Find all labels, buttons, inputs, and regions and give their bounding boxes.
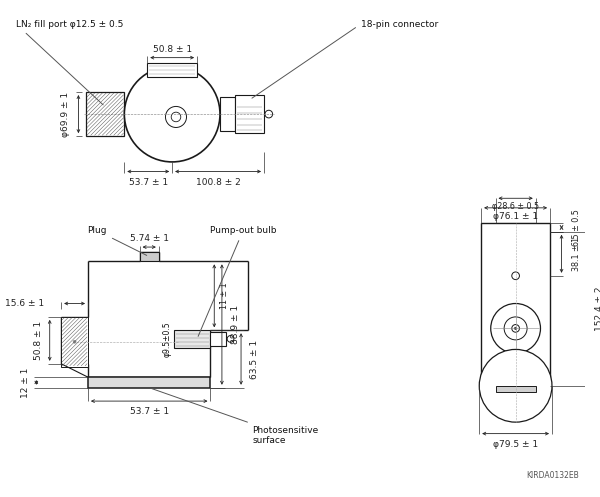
Text: 15.6 ± 1: 15.6 ± 1 xyxy=(5,299,44,308)
Text: 50.8 ± 1: 50.8 ± 1 xyxy=(152,46,192,55)
Text: 12 ± 1: 12 ± 1 xyxy=(21,367,30,398)
Circle shape xyxy=(227,335,234,342)
Text: 18-pin connector: 18-pin connector xyxy=(252,20,438,98)
Circle shape xyxy=(73,340,76,343)
Circle shape xyxy=(265,110,272,118)
Circle shape xyxy=(512,325,520,332)
Bar xyxy=(174,331,211,347)
Bar xyxy=(481,223,550,386)
Bar xyxy=(220,97,235,131)
Circle shape xyxy=(124,66,220,162)
Text: Pump-out bulb: Pump-out bulb xyxy=(198,226,276,336)
Text: 100.8 ± 2: 100.8 ± 2 xyxy=(196,177,241,186)
Circle shape xyxy=(504,317,527,340)
Text: 50.8 ± 1: 50.8 ± 1 xyxy=(34,321,43,360)
Bar xyxy=(86,92,124,136)
Text: φ69.9 ± 1: φ69.9 ± 1 xyxy=(61,91,70,137)
Bar xyxy=(496,223,536,232)
Text: 5.74 ± 1: 5.74 ± 1 xyxy=(130,234,169,243)
Text: Photosensitive
surface: Photosensitive surface xyxy=(152,389,319,445)
Text: 53.7 ± 1: 53.7 ± 1 xyxy=(130,407,169,416)
Text: 63.5 ± 1: 63.5 ± 1 xyxy=(250,339,259,379)
Circle shape xyxy=(166,106,187,128)
Bar xyxy=(140,252,159,261)
Text: 38.1 ± 1: 38.1 ± 1 xyxy=(572,237,581,271)
Bar xyxy=(235,95,264,133)
Text: 6.5 ± 0.5: 6.5 ± 0.5 xyxy=(572,209,581,246)
Circle shape xyxy=(479,349,552,422)
Text: Plug: Plug xyxy=(88,226,147,255)
Text: 11 ± 1: 11 ± 1 xyxy=(220,282,229,309)
Bar xyxy=(211,332,226,345)
Bar xyxy=(88,377,211,388)
Circle shape xyxy=(514,327,517,330)
Text: LN₂ fill port φ12.5 ± 0.5: LN₂ fill port φ12.5 ± 0.5 xyxy=(16,20,124,105)
Text: φ9.5±0.5: φ9.5±0.5 xyxy=(162,321,171,357)
Text: φ79.5 ± 1: φ79.5 ± 1 xyxy=(493,440,538,449)
Text: 88.9 ± 1: 88.9 ± 1 xyxy=(231,305,240,344)
Bar xyxy=(147,64,197,77)
Bar xyxy=(61,317,88,367)
Circle shape xyxy=(491,304,541,353)
Bar xyxy=(496,386,536,392)
Text: KIRDA0132EB: KIRDA0132EB xyxy=(526,472,579,481)
Text: 53.7 ± 1: 53.7 ± 1 xyxy=(128,177,168,186)
Text: 152.4 ± 2: 152.4 ± 2 xyxy=(595,287,600,331)
Circle shape xyxy=(171,112,181,122)
Text: φ76.1 ± 1: φ76.1 ± 1 xyxy=(493,212,538,221)
Text: φ28.6 ± 0.5: φ28.6 ± 0.5 xyxy=(492,202,539,211)
Circle shape xyxy=(512,272,520,280)
